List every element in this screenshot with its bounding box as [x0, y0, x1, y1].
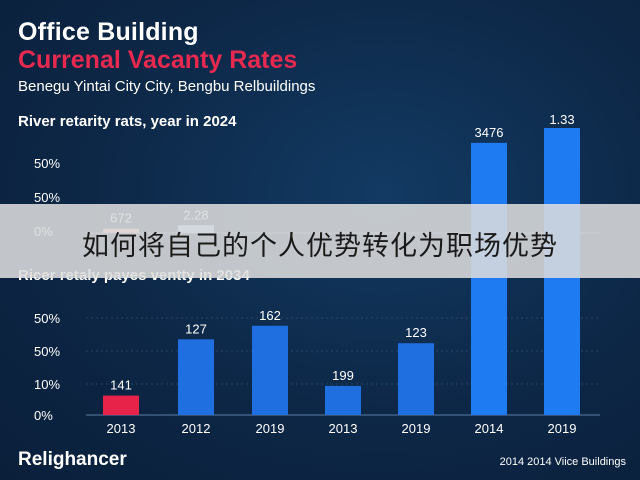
- chart-title: Office Building: [18, 18, 199, 46]
- bottom-bar-data-label: 127: [185, 321, 207, 336]
- bottom-bar-data-label: 162: [259, 308, 281, 323]
- bottom-y-tick-label: 10%: [34, 377, 60, 392]
- x-tick-label: 2019: [548, 421, 577, 436]
- bottom-bar: [252, 325, 288, 415]
- top-bar-data-label: 1.33: [549, 112, 574, 127]
- overlay-banner-text: 如何将自己的个人优势转化为职场优势: [82, 231, 558, 262]
- bottom-bar: [325, 385, 361, 415]
- top-y-tick-label: 50%: [34, 190, 60, 205]
- top-y-tick-label: 50%: [34, 156, 60, 171]
- top-section-label: River retarity rats, year in 2024: [18, 113, 237, 130]
- location-caption: Benegu Yintai City City, Bengbu Relbuild…: [18, 78, 316, 95]
- bottom-y-tick-label: 0%: [34, 408, 53, 423]
- top-bar-data-label: 3476: [475, 125, 504, 140]
- x-tick-label: 2013: [329, 421, 358, 436]
- x-tick-label: 2012: [182, 421, 211, 436]
- footer-note: 2014 2014 Viice Buildings: [499, 456, 626, 468]
- x-tick-label: 2013: [107, 421, 136, 436]
- bottom-y-tick-label: 50%: [34, 311, 60, 326]
- bottom-bar: [398, 343, 434, 415]
- brand-logo-text: Relighancer: [18, 449, 127, 470]
- x-tick-label: 2014: [475, 421, 504, 436]
- x-tick-label: 2019: [402, 421, 431, 436]
- x-tick-label: 2019: [256, 421, 285, 436]
- bottom-bar-data-label: 199: [332, 368, 354, 383]
- bottom-bar-data-label: 123: [405, 325, 427, 340]
- bottom-bar-data-label: 141: [110, 378, 132, 393]
- overlay-banner: [0, 204, 640, 278]
- bottom-y-tick-label: 50%: [34, 344, 60, 359]
- bottom-bar: [103, 395, 139, 415]
- bottom-bar: [178, 339, 214, 415]
- chart-subtitle: Currenal Vacanty Rates: [18, 46, 298, 74]
